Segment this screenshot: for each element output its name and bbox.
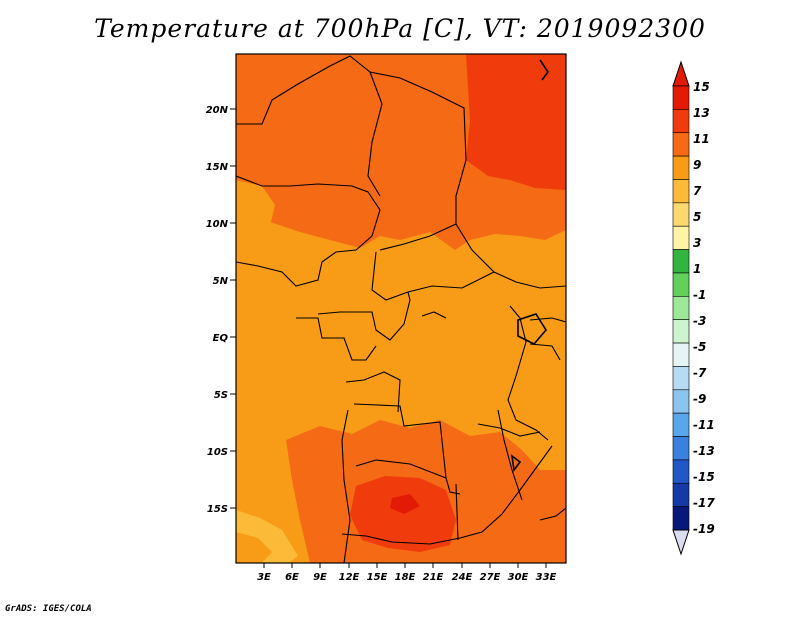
lon-label: 33E [536,572,557,583]
lon-label: 18E [395,572,416,583]
colorbar-label: -3 [693,314,706,328]
colorbar-swatch [672,296,690,320]
colorbar-label: -19 [693,522,715,536]
colorbar-swatch [672,482,690,507]
map-frame [235,53,567,564]
colorbar-label: -17 [693,496,715,510]
lat-label: 10N [206,219,229,230]
lon-label: 15E [367,572,388,583]
lon-label: 21E [423,572,444,583]
lat-label: 20N [206,105,229,116]
colorbar-label: -1 [693,288,706,302]
lakes [510,59,549,473]
colorbar-bottom-arrow [672,529,690,556]
colorbar-swatch [672,272,690,297]
colorbar-label: 7 [693,184,702,198]
colorbar-swatch [672,109,690,134]
colorbar-swatch [672,366,690,391]
temperature-field [236,54,566,563]
map-title: Temperature at 700hPa [C], VT: 201909230… [94,14,706,43]
colorbar-label: -11 [693,418,715,432]
colorbar-swatch [672,85,690,110]
colorbar-swatch [672,412,690,437]
lat-label: 15S [207,504,228,515]
lon-label: 3E [257,572,271,583]
colorbar-swatch [672,459,690,484]
lon-label: 30E [508,572,529,583]
field-coast-9-11-inner [236,532,272,563]
lat-label: 5N [213,276,229,287]
colorbar-swatch [672,249,690,274]
lat-label: 5S [214,390,228,401]
colorbar-swatch [672,202,690,227]
lon-label: 9E [313,572,327,583]
colorbar: 15 13 11 9 7 5 3 1 -1 -3 -5 -7 -9 -11 -1… [672,60,715,556]
lon-label: 12E [339,572,360,583]
colorbar-swatch [672,179,690,204]
colorbar-label: -7 [693,366,707,380]
colorbar-label: -5 [693,340,706,354]
latitude-axis: 20N 15N 10N 5N EQ 5S 10S 15S [206,105,236,515]
field-south-15-plus [390,494,420,514]
colorbar-label: 15 [693,80,710,94]
lon-label: 27E [480,572,501,583]
colorbar-swatch [672,506,690,531]
colorbar-swatch [672,155,690,180]
colorbar-swatch [672,389,690,414]
grads-credit: GrADS: IGES/COLA [5,604,92,614]
field-ne-13-15 [466,54,566,190]
colorbar-label: 3 [693,236,701,250]
colorbar-label: 13 [693,106,710,120]
colorbar-label: -9 [693,392,706,406]
lat-label: 15N [206,162,229,173]
colorbar-swatches [672,85,690,531]
colorbar-label: 1 [693,262,701,276]
colorbar-label: -13 [693,444,715,458]
colorbar-swatch [672,436,690,461]
country-borders [236,55,566,563]
field-south-13-15 [350,476,456,552]
colorbar-swatch [672,132,690,157]
colorbar-label: 5 [693,210,701,224]
colorbar-label: -15 [693,470,715,484]
colorbar-label: 11 [693,132,710,146]
colorbar-swatch [672,225,690,250]
colorbar-swatch [672,319,690,344]
colorbar-top-arrow [672,60,690,87]
lat-label: 10S [207,447,228,458]
field-west-9-11-patch [236,180,275,232]
colorbar-swatch [672,342,690,367]
longitude-axis: 3E 6E 9E 12E 15E 18E 21E 24E 27E 30E 33E [257,563,557,583]
lon-label: 24E [452,572,473,583]
lat-label: EQ [213,333,229,344]
lon-label: 6E [285,572,299,583]
colorbar-label: 9 [693,158,701,172]
